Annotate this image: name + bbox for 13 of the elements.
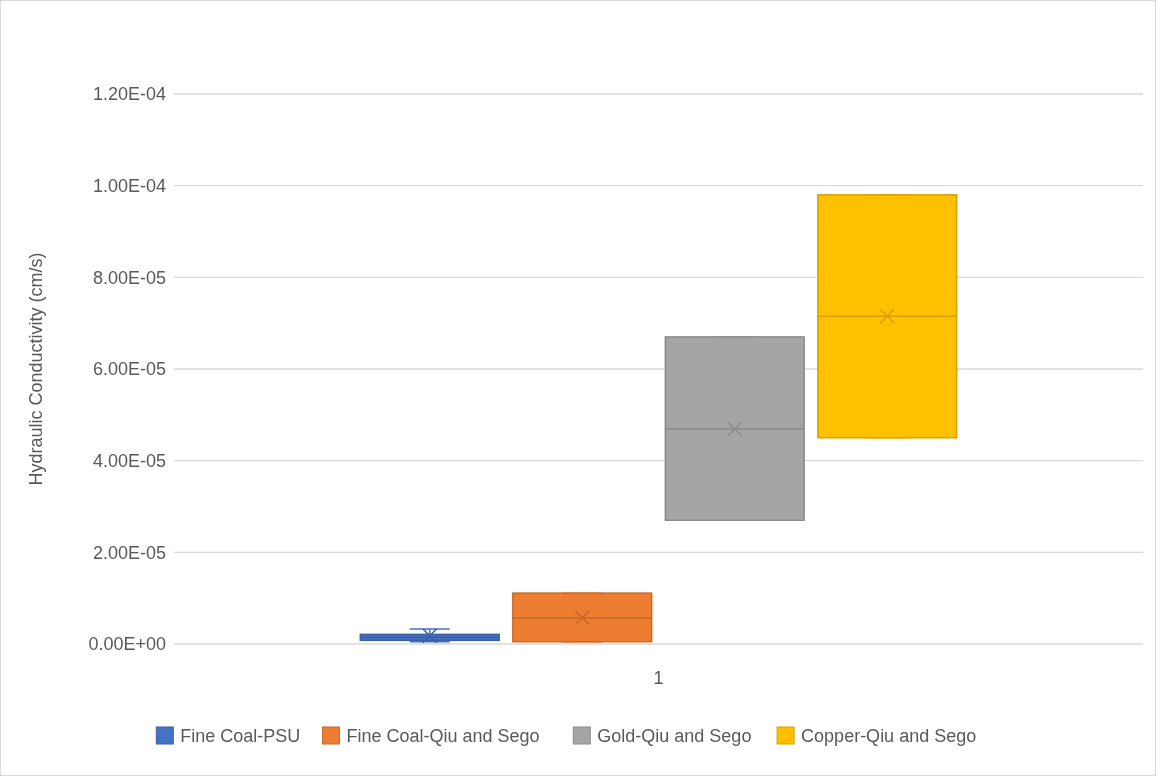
y-tick-label: 6.00E-05 (92, 359, 166, 380)
legend-label: Copper-Qiu and Sego (801, 726, 977, 747)
y-tick-label: 2.00E-05 (92, 542, 166, 563)
y-tick-label: 8.00E-05 (92, 267, 166, 288)
legend-label: Fine Coal-PSU (180, 726, 301, 747)
y-tick-label: 1.00E-04 (92, 175, 166, 196)
x-tick-label: 1 (653, 668, 664, 688)
legend-label: Fine Coal-Qiu and Sego (346, 726, 540, 747)
y-tick-label: 1.20E-04 (92, 84, 166, 105)
y-tick-label: 4.00E-05 (92, 450, 166, 471)
legend-label: Gold-Qiu and Sego (597, 726, 752, 747)
y-axis-title: Hydraulic Conductivity (cm/s) (26, 252, 46, 486)
y-tick-label: 0.00E+00 (88, 634, 166, 655)
